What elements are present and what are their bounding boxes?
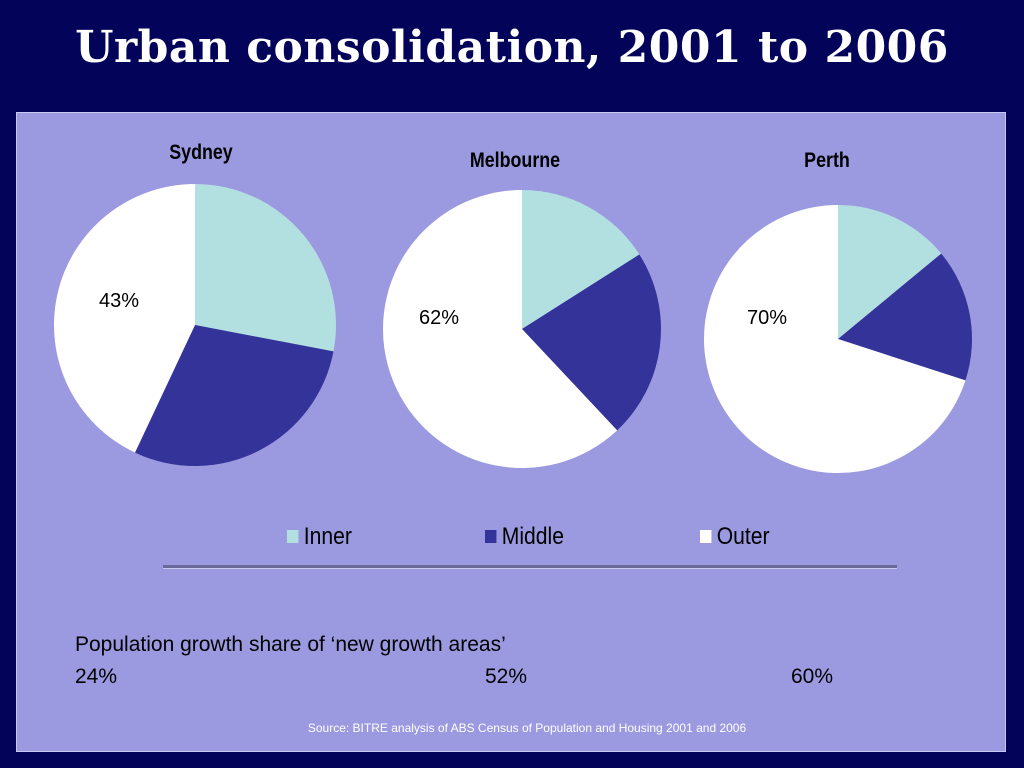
pie-title-melbourne: Melbourne bbox=[469, 149, 561, 172]
pie-slice-sydney-outer bbox=[54, 184, 195, 453]
divider-line bbox=[163, 565, 897, 568]
slide-title: Urban consolidation, 2001 to 2006 bbox=[75, 22, 949, 73]
growth-value-sydney: 24% bbox=[75, 665, 118, 688]
pie-label-sydney: 43% bbox=[99, 290, 140, 312]
pie-title-perth: Perth bbox=[804, 149, 850, 172]
pie-slice-perth-inner bbox=[838, 205, 942, 339]
pie-slice-perth-outer bbox=[703, 205, 966, 473]
legend-swatch-outer bbox=[700, 530, 712, 543]
chart-panel: Sydney Melbourne Perth 43% 62% 70% Inner… bbox=[16, 112, 1006, 752]
pie-slice-melbourne-inner bbox=[522, 190, 640, 329]
legend-item-outer: Outer bbox=[700, 523, 770, 551]
legend-swatch-inner bbox=[287, 530, 299, 543]
legend-label-inner: Inner bbox=[303, 523, 352, 550]
pie-label-melbourne: 62% bbox=[419, 307, 460, 329]
pie-slice-perth-middle bbox=[838, 253, 972, 381]
pie-slice-melbourne-outer bbox=[383, 190, 618, 468]
pie-charts bbox=[54, 184, 972, 473]
source-note: Source: BITRE analysis of ABS Census of … bbox=[307, 721, 747, 735]
legend-item-middle: Middle bbox=[485, 523, 564, 551]
growth-areas-heading: Population growth share of ‘new growth a… bbox=[75, 633, 506, 656]
growth-value-perth: 60% bbox=[791, 665, 834, 688]
growth-value-melbourne: 52% bbox=[485, 665, 528, 688]
pie-slice-sydney-inner bbox=[195, 184, 336, 352]
legend-label-outer: Outer bbox=[716, 523, 770, 550]
chart-legend: Inner Middle Outer bbox=[17, 523, 1007, 553]
legend-label-middle: Middle bbox=[501, 523, 564, 550]
pie-slice-sydney-middle bbox=[134, 325, 334, 466]
pie-label-perth: 70% bbox=[747, 307, 788, 329]
legend-swatch-middle bbox=[485, 530, 497, 543]
pie-slice-melbourne-middle bbox=[522, 254, 661, 431]
pie-title-sydney: Sydney bbox=[169, 141, 233, 164]
legend-item-inner: Inner bbox=[287, 523, 352, 551]
